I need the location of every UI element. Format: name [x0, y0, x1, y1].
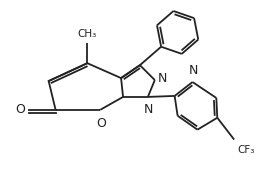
Text: O: O [96, 117, 106, 130]
Text: N: N [189, 64, 198, 77]
Text: O: O [15, 103, 25, 116]
Text: N: N [158, 72, 167, 85]
Text: CH₃: CH₃ [78, 29, 97, 39]
Text: CF₃: CF₃ [237, 145, 255, 155]
Text: N: N [144, 103, 154, 116]
